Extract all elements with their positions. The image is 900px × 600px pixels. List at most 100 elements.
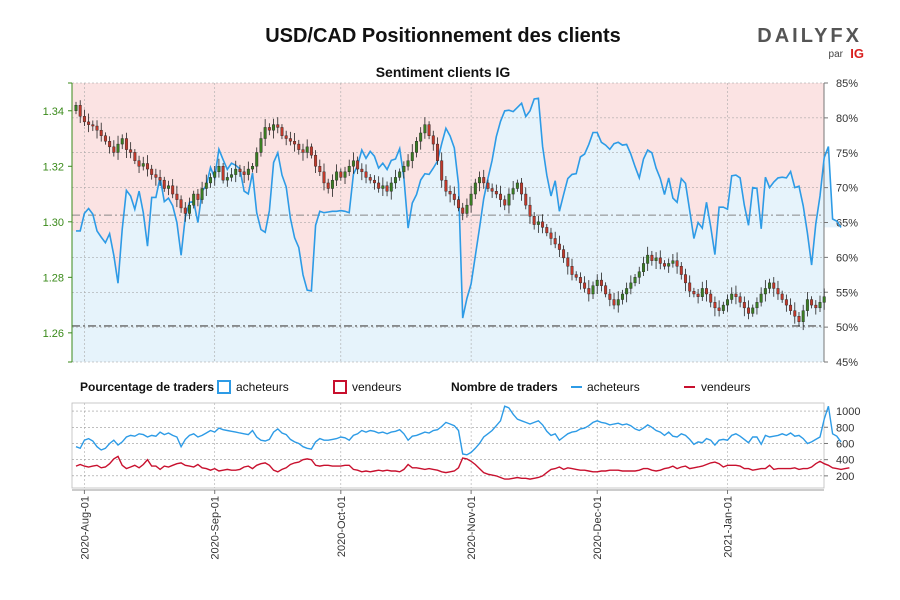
candle-body — [494, 191, 498, 195]
candle-body — [528, 204, 532, 217]
candle-body — [95, 125, 99, 131]
candle-body — [776, 288, 780, 295]
candle-body — [293, 141, 297, 145]
candle-body — [444, 179, 448, 192]
candle-body — [398, 171, 402, 178]
legend-num-sell-label: vendeurs — [701, 380, 750, 394]
legend-pct-buy-swatch — [217, 380, 231, 394]
legend-pct-buy-label: acheteurs — [236, 380, 289, 394]
candle-body — [225, 177, 229, 181]
candle-body — [641, 263, 645, 272]
candle-body — [368, 177, 372, 181]
candle-body — [259, 138, 263, 153]
candle-body — [629, 282, 633, 289]
candle-body — [87, 121, 91, 125]
x-tick-label: 2020-Sep-01 — [210, 496, 222, 560]
candle-body — [385, 185, 389, 192]
candle-body — [608, 293, 612, 300]
dailyfx-logo: DAILYFX par IG — [757, 25, 864, 61]
candle-body — [330, 179, 334, 189]
candle-body — [246, 168, 250, 175]
candle-body — [700, 288, 704, 297]
candle-body — [91, 124, 95, 127]
candle-body — [507, 193, 511, 206]
candle-body — [822, 296, 826, 303]
candle-body — [171, 185, 175, 195]
sellers-count-line — [75, 455, 850, 480]
candle-body — [524, 193, 528, 206]
candle-body — [423, 124, 427, 134]
candle-body — [179, 199, 183, 209]
candle-body — [818, 302, 822, 309]
candle-body — [620, 293, 624, 300]
candle-body — [448, 191, 452, 195]
candle-body — [419, 132, 423, 142]
candle-body — [452, 193, 456, 200]
candle-body — [255, 152, 259, 167]
candle-body — [465, 204, 469, 214]
candle-body — [267, 127, 271, 131]
candle-body — [667, 263, 671, 267]
candle-body — [436, 143, 439, 161]
candle-body — [797, 315, 801, 322]
candle-body — [789, 304, 793, 311]
candle-body — [305, 146, 309, 153]
pct-tick-label: 60% — [836, 252, 858, 264]
candle-body — [532, 216, 536, 225]
candle-body — [637, 271, 641, 278]
count-tick-label: 800 — [836, 422, 854, 434]
legend-pct-sell-swatch — [333, 380, 347, 394]
candle-body — [658, 257, 662, 264]
candle-body — [570, 266, 574, 275]
candle-body — [717, 307, 721, 311]
price-tick-label: 1.34 — [43, 106, 64, 118]
candle-body — [772, 282, 776, 289]
candle-body — [663, 263, 666, 267]
pct-tick-label: 85% — [836, 78, 858, 90]
chart-title: USD/CAD Positionnement des clients — [265, 25, 621, 47]
count-frame — [71, 402, 825, 489]
candle-body — [675, 260, 679, 267]
legend-num-title: Nombre de traders — [451, 380, 558, 394]
candle-body — [511, 188, 515, 195]
price-tick-label: 1.30 — [43, 217, 64, 229]
pct-tick-label: 50% — [836, 322, 858, 334]
candle-body — [234, 168, 238, 175]
candle-body — [158, 177, 162, 181]
candle-body — [276, 124, 280, 128]
x-axis: 2020-Aug-01 2020-Sep-01 2020-Oct-01 2020-No… — [72, 489, 824, 560]
candle-body — [141, 163, 145, 167]
count-tick-label: 200 — [836, 471, 854, 483]
candle-body — [251, 166, 255, 170]
candle-body — [183, 207, 187, 214]
candle-body — [427, 124, 431, 136]
candle-body — [288, 138, 292, 142]
candle-body — [595, 279, 599, 286]
candle-body — [654, 257, 658, 261]
candle-body — [759, 293, 763, 303]
x-tick-label: 2021-Jan-01 — [723, 496, 735, 558]
candle-body — [692, 291, 696, 295]
candle-body — [389, 182, 393, 192]
price-tick-label: 1.26 — [43, 328, 64, 340]
candle-body — [78, 105, 82, 117]
candle-body — [377, 182, 381, 189]
candle-body — [751, 307, 755, 314]
candle-body — [461, 207, 465, 214]
candle-body — [721, 304, 725, 311]
candle-body — [209, 177, 212, 184]
candle-body — [688, 282, 692, 292]
candle-body — [784, 299, 788, 306]
candle-body — [763, 288, 767, 295]
candle-body — [238, 168, 242, 173]
candle-body — [406, 160, 410, 167]
candle-body — [351, 160, 355, 167]
candle-body — [520, 182, 524, 195]
candle-body — [545, 227, 549, 234]
price-sentiment-panel: 85% 80% 75% 70% 65% 60% 55% 50% 45% 1.34 1.32 1.30 1… — [43, 78, 859, 369]
candle-body — [129, 149, 133, 153]
candle-body — [213, 171, 217, 178]
candle-body — [410, 152, 414, 161]
candle-body — [415, 141, 418, 153]
candle-body — [515, 182, 519, 189]
